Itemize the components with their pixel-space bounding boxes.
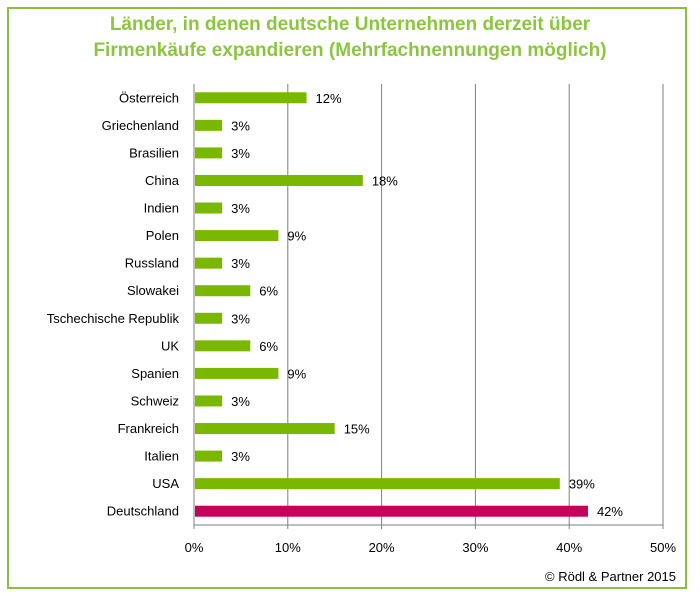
value-label: 3% [231, 394, 250, 409]
value-label: 39% [569, 477, 595, 492]
value-label: 3% [231, 311, 250, 326]
copyright-note: © Rödl & Partner 2015 [545, 569, 676, 584]
bar [195, 395, 223, 407]
value-label: 3% [231, 449, 250, 464]
bar [195, 478, 560, 490]
bar [195, 312, 223, 324]
bar [195, 119, 223, 131]
category-label: Brasilien [129, 145, 179, 160]
bar [195, 174, 363, 186]
bar [195, 257, 223, 269]
x-tick-label: 20% [369, 540, 395, 555]
x-tick-label: 30% [462, 540, 488, 555]
category-label: Deutschland [107, 504, 179, 519]
bar [195, 450, 223, 462]
bar [195, 423, 335, 435]
category-label: Russland [125, 256, 179, 271]
value-label: 18% [372, 173, 398, 188]
x-tick-label: 50% [650, 540, 676, 555]
category-label: China [145, 173, 180, 188]
value-label: 6% [259, 284, 278, 299]
x-tick-label: 0% [185, 540, 204, 555]
category-label: Frankreich [118, 421, 179, 436]
chart-title-line-1: Länder, in denen deutsche Unternehmen de… [109, 14, 591, 35]
category-label: Griechenland [102, 118, 179, 133]
category-label: Slowakei [127, 283, 179, 298]
x-tick-label: 40% [556, 540, 582, 555]
category-label: Tschechische Republik [47, 311, 180, 326]
chart-title: Länder, in denen deutsche Unternehmen de… [0, 12, 700, 64]
category-label: Polen [146, 228, 179, 243]
category-label: Schweiz [131, 393, 179, 408]
value-label: 3% [231, 256, 250, 271]
bar [195, 230, 279, 242]
category-label: Spanien [131, 366, 179, 381]
value-label: 15% [344, 422, 370, 437]
bar [195, 505, 588, 517]
value-label: 9% [287, 229, 306, 244]
value-label: 3% [231, 118, 250, 133]
bar [195, 147, 223, 159]
x-tick-label: 10% [275, 540, 301, 555]
value-label: 6% [259, 339, 278, 354]
chart-frame [7, 7, 687, 589]
value-label: 3% [231, 146, 250, 161]
category-label: Österreich [119, 90, 179, 105]
value-label: 9% [287, 366, 306, 381]
bar [195, 340, 251, 352]
value-label: 3% [231, 201, 250, 216]
value-label: 12% [316, 91, 342, 106]
bar [195, 92, 307, 104]
category-label: Italien [144, 449, 179, 464]
value-label: 42% [597, 504, 623, 519]
chart-title-line-2: Firmenkäufe expandieren (Mehrfachnennung… [93, 40, 607, 61]
category-label: USA [152, 476, 179, 491]
category-label: Indien [144, 201, 179, 216]
bar [195, 285, 251, 297]
bar [195, 202, 223, 214]
category-label: UK [161, 338, 179, 353]
bar [195, 367, 279, 379]
